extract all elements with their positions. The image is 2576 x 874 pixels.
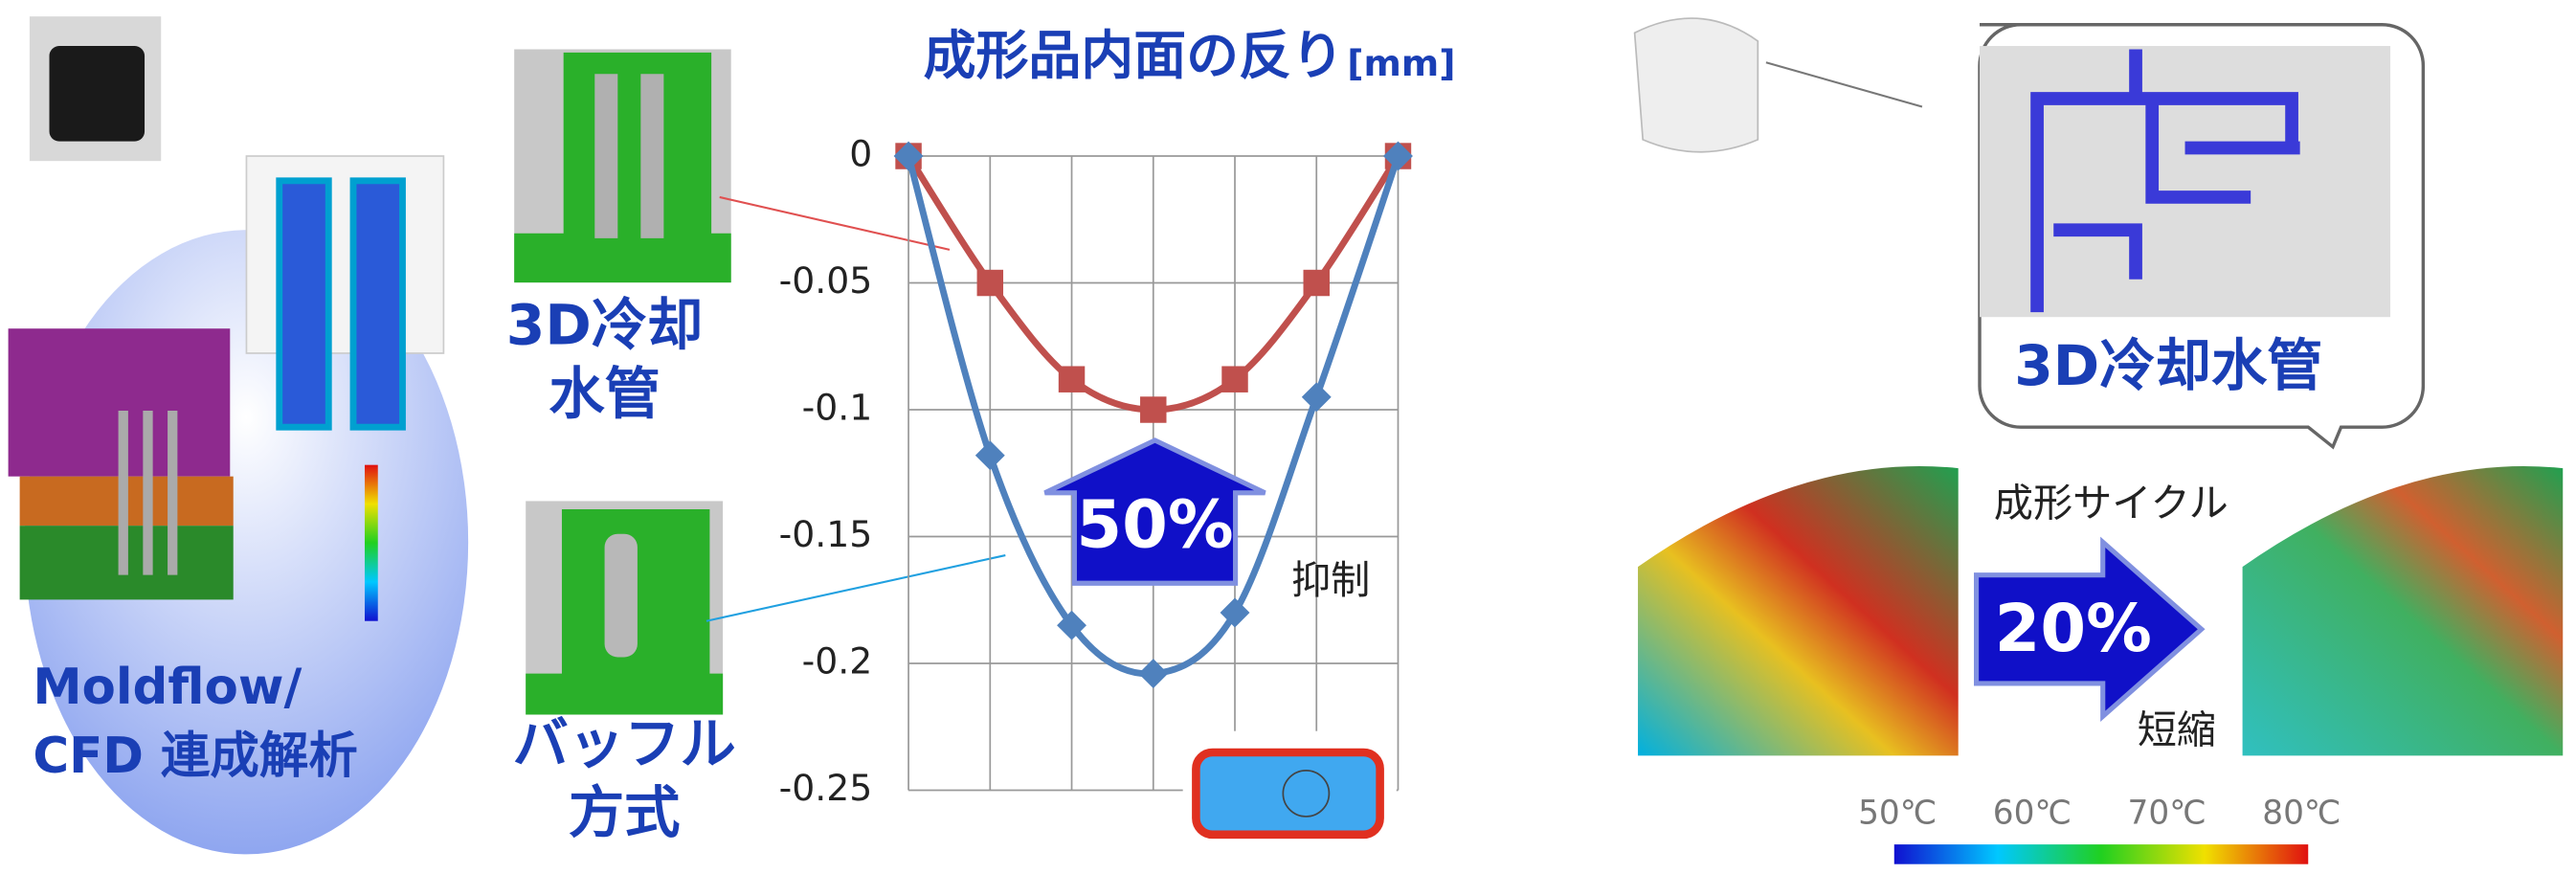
inset-mark bbox=[1282, 770, 1331, 818]
y-tick-label: 0 bbox=[849, 133, 872, 175]
marker bbox=[1301, 382, 1332, 413]
cooling-label: 3D冷却 bbox=[506, 292, 704, 357]
heat-after bbox=[2242, 465, 2564, 756]
cycle-note: 短縮 bbox=[2138, 706, 2216, 752]
temp-label: 50℃ bbox=[1858, 795, 1937, 833]
model-core bbox=[604, 533, 638, 658]
y-tick-label: -0.2 bbox=[802, 639, 873, 682]
arrow bbox=[1043, 437, 1266, 586]
sim-core bbox=[276, 177, 406, 431]
chart: 0 -0.05 -0.1 -0.15 -0.2 -0.25 bbox=[779, 133, 1413, 809]
model-body bbox=[514, 52, 731, 283]
marker bbox=[1221, 366, 1248, 392]
baffle-label: 方式 bbox=[569, 780, 681, 845]
pipes bbox=[2030, 49, 2300, 313]
left-label: CFD 連成解析 bbox=[33, 728, 357, 785]
leader bbox=[719, 195, 951, 251]
bubble-label: 3D冷却水管 bbox=[2014, 333, 2322, 398]
marker bbox=[974, 440, 1005, 471]
cycle-label: 成形サイクル bbox=[1994, 481, 2229, 527]
baffle-label: バッフル bbox=[513, 711, 736, 776]
chart-title: 成形品内面の反り bbox=[924, 25, 1344, 86]
marker bbox=[1140, 396, 1167, 423]
y-tick-label: -0.15 bbox=[779, 513, 873, 555]
marker bbox=[1383, 141, 1413, 171]
y-tick-label: -0.25 bbox=[779, 767, 873, 809]
marker bbox=[1303, 269, 1330, 297]
arrow bbox=[1973, 536, 2206, 722]
temp-label: 70℃ bbox=[2128, 795, 2206, 833]
y-tick-label: -0.1 bbox=[802, 387, 873, 429]
cooling-label: 水管 bbox=[549, 361, 661, 426]
pipe-image bbox=[1980, 46, 2391, 318]
legend-bar bbox=[365, 464, 378, 621]
model-core bbox=[594, 74, 664, 238]
leader bbox=[706, 554, 1006, 622]
toilet bbox=[1633, 17, 1759, 153]
color-scale bbox=[1893, 844, 2309, 864]
marker bbox=[976, 269, 1004, 297]
arrow-label: 20% bbox=[1995, 591, 2152, 667]
chart-unit: [mm] bbox=[1347, 42, 1455, 84]
leader bbox=[1765, 61, 1923, 108]
arrow-label: 50% bbox=[1076, 487, 1233, 564]
product bbox=[49, 46, 146, 142]
left-label: Moldflow/ bbox=[33, 659, 302, 716]
temp-label: 60℃ bbox=[1993, 795, 2072, 833]
marker bbox=[1058, 366, 1086, 392]
pipes bbox=[118, 411, 178, 575]
y-tick-label: -0.05 bbox=[779, 259, 873, 302]
note: 抑制 bbox=[1291, 557, 1370, 603]
heat-before bbox=[1638, 465, 1959, 756]
marker bbox=[893, 141, 924, 171]
temp-label: 80℃ bbox=[2262, 795, 2341, 833]
inset-part bbox=[1192, 748, 1384, 840]
